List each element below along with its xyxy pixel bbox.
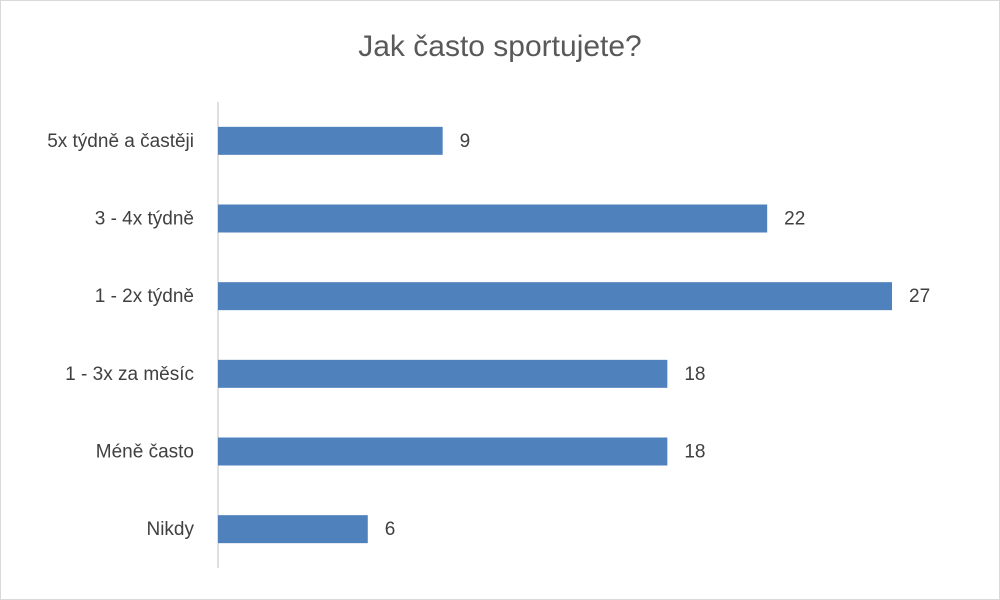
- bar: [218, 437, 668, 466]
- data-label: 18: [684, 442, 705, 463]
- data-label: 27: [909, 286, 930, 307]
- y-tick-label: Nikdy: [146, 519, 194, 540]
- bar: [218, 126, 443, 155]
- data-label: 6: [385, 519, 396, 540]
- y-tick-label: 1 - 2x týdně: [95, 286, 194, 307]
- bar: [218, 282, 892, 311]
- y-tick-label: 3 - 4x týdně: [95, 209, 194, 230]
- chart-title: Jak často sportujete?: [358, 30, 642, 63]
- bar: [218, 515, 368, 544]
- data-label: 18: [684, 364, 705, 385]
- y-tick-label: 1 - 3x za měsíc: [65, 364, 194, 385]
- data-label: 9: [460, 131, 471, 152]
- y-tick-label: Méně často: [96, 442, 194, 463]
- y-tick-label: 5x týdně a častěji: [47, 131, 194, 152]
- bar: [218, 204, 768, 233]
- data-label: 22: [784, 209, 805, 230]
- bar: [218, 359, 668, 388]
